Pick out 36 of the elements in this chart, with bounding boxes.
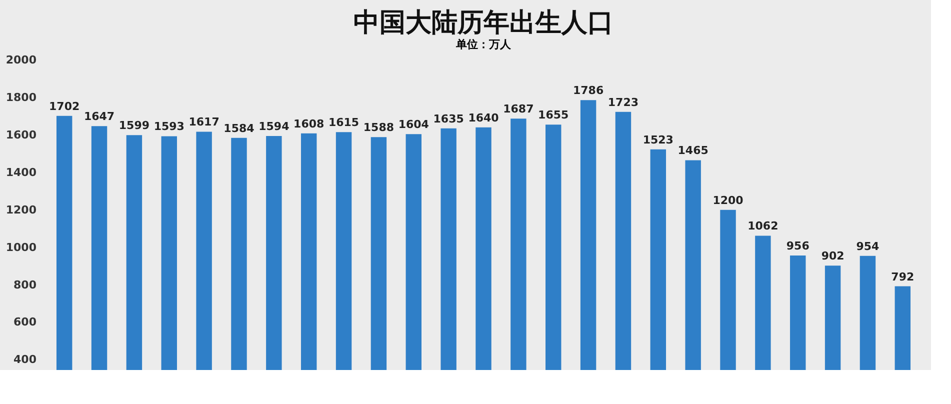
y-tick-label: 1600 bbox=[6, 128, 37, 142]
data-label: 1615 bbox=[328, 116, 360, 130]
data-label: 1608 bbox=[294, 117, 324, 130]
data-label: 1604 bbox=[398, 118, 430, 132]
data-label: 1687 bbox=[503, 102, 534, 116]
y-tick-label: 1200 bbox=[6, 203, 37, 216]
data-label: 1635 bbox=[433, 112, 464, 126]
data-label: 1588 bbox=[363, 121, 394, 134]
y-tick-label: 2000 bbox=[6, 54, 37, 66]
chart-title: 中国大陆历年出生人口 bbox=[354, 8, 614, 38]
y-tick-label: 1800 bbox=[6, 90, 37, 104]
y-tick-label: 600 bbox=[14, 316, 37, 329]
y-tick-label: 1400 bbox=[6, 166, 37, 179]
data-label: 1617 bbox=[188, 116, 220, 129]
data-label: 1523 bbox=[642, 133, 674, 146]
data-label: 1723 bbox=[608, 96, 639, 109]
data-label: 792 bbox=[891, 270, 914, 284]
data-label: 1465 bbox=[678, 144, 708, 158]
data-label: 902 bbox=[821, 250, 844, 263]
y-tick-label: 400 bbox=[14, 353, 37, 366]
data-label: 1594 bbox=[258, 120, 290, 134]
data-label: 1584 bbox=[224, 122, 255, 135]
data-label: 1062 bbox=[748, 220, 778, 233]
data-label: 1640 bbox=[468, 111, 500, 124]
data-label: 1786 bbox=[572, 84, 604, 98]
data-label: 1599 bbox=[118, 119, 150, 132]
data-label: 1593 bbox=[154, 120, 184, 134]
data-label: 954 bbox=[856, 240, 880, 253]
data-label: 1702 bbox=[49, 100, 80, 113]
data-label: 956 bbox=[786, 240, 810, 253]
data-label: 1200 bbox=[712, 194, 744, 207]
y-tick-label: 800 bbox=[14, 278, 37, 292]
chart-subtitle: 单位：万人 bbox=[455, 38, 512, 51]
data-label: 1655 bbox=[538, 108, 569, 122]
data-label: 1647 bbox=[84, 110, 115, 124]
y-tick-label: 1000 bbox=[6, 240, 37, 254]
